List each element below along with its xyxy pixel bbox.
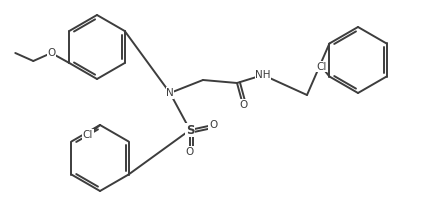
Text: O: O: [186, 147, 194, 157]
Text: O: O: [239, 100, 247, 110]
Text: S: S: [186, 124, 194, 137]
Text: NH: NH: [255, 70, 271, 80]
Text: N: N: [166, 88, 174, 98]
Text: O: O: [209, 120, 217, 130]
Text: O: O: [47, 48, 55, 58]
Text: Cl: Cl: [316, 62, 327, 71]
Text: Cl: Cl: [83, 130, 93, 140]
